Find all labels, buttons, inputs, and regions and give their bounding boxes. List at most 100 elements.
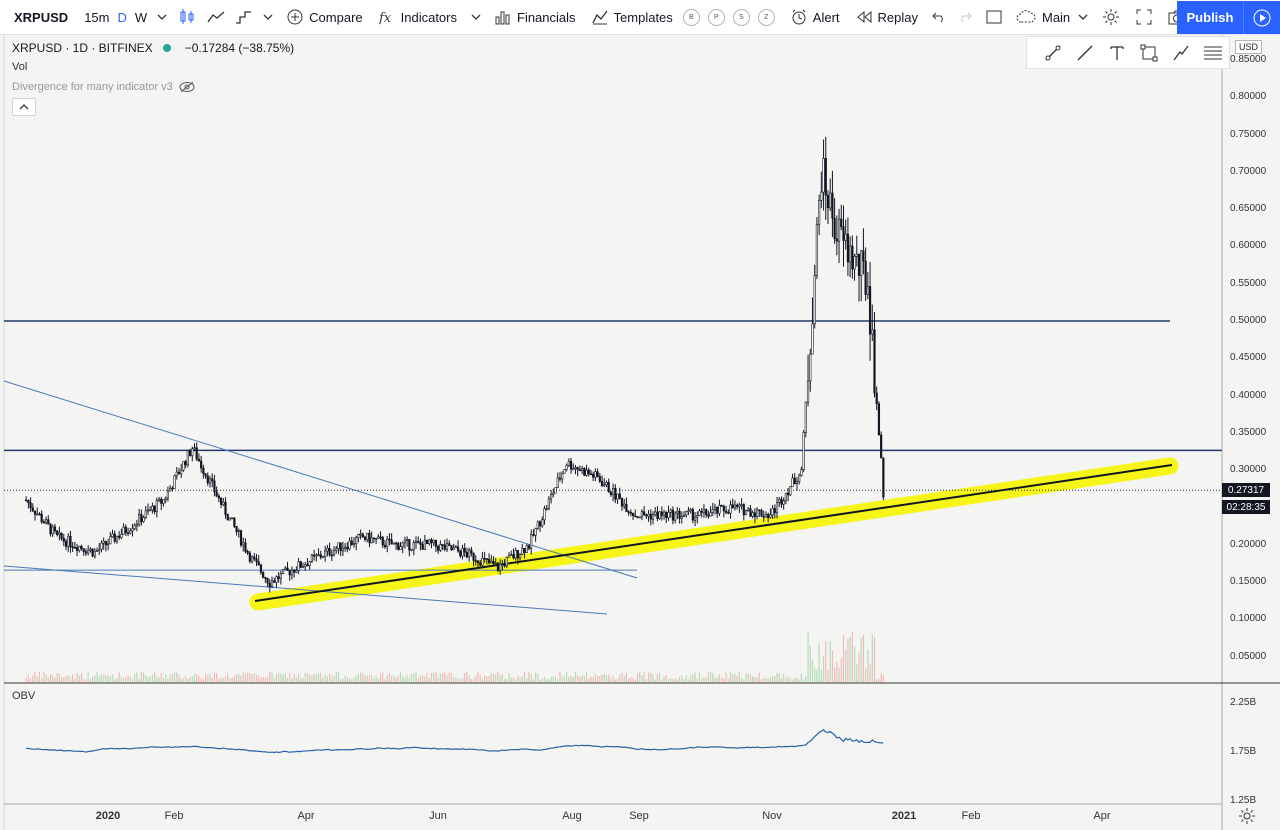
volume-bar xyxy=(481,678,484,682)
chevron-up-icon xyxy=(19,104,29,110)
candle-body xyxy=(215,491,218,497)
volume-bar xyxy=(597,676,599,682)
volume-bar xyxy=(98,675,100,682)
indicators-button[interactable]: fx Indicators xyxy=(371,0,465,35)
template-badge-p[interactable]: P xyxy=(707,8,725,26)
candle-body xyxy=(470,549,473,554)
layout-button[interactable]: Main xyxy=(1010,0,1094,35)
volume-bar xyxy=(517,675,519,682)
volume-bar xyxy=(670,678,672,682)
interval-d-button[interactable]: D xyxy=(117,9,127,25)
candle-body xyxy=(789,486,792,496)
alert-button[interactable]: Alert xyxy=(783,0,848,35)
compare-label: Compare xyxy=(309,9,363,25)
candle-body xyxy=(762,515,765,518)
candle-body xyxy=(386,538,389,548)
volume-bar xyxy=(450,672,453,682)
indicator-legend[interactable]: Divergence for many indicator v3 xyxy=(12,81,195,93)
chart-type-dropdown-icon[interactable] xyxy=(257,0,279,35)
compare-button[interactable]: Compare xyxy=(279,0,370,35)
volume-bar xyxy=(882,674,884,682)
template-badge-s[interactable]: S xyxy=(732,8,750,26)
currency-tag[interactable]: USD xyxy=(1235,40,1263,54)
candle-body xyxy=(640,511,644,518)
volume-bar xyxy=(340,679,342,682)
volume-bar xyxy=(756,677,758,682)
publish-button[interactable]: Publish xyxy=(1177,1,1243,34)
candle-body xyxy=(755,509,759,517)
candles-chart-type-icon[interactable] xyxy=(173,0,201,35)
brush-tool-icon[interactable] xyxy=(1037,38,1069,68)
step-chart-type-icon[interactable] xyxy=(231,0,257,35)
volume-bar xyxy=(743,679,745,682)
candle-body xyxy=(627,511,630,513)
candle-body xyxy=(831,192,834,219)
candle-body xyxy=(598,476,601,482)
candle-body xyxy=(310,554,313,562)
volume-bar xyxy=(603,674,605,682)
template-badge-z[interactable]: Z xyxy=(757,8,775,26)
volume-bar xyxy=(822,655,825,682)
volume-bar xyxy=(506,679,508,682)
undo-icon[interactable] xyxy=(926,0,952,35)
candle-body xyxy=(638,516,641,519)
eye-hidden-icon[interactable] xyxy=(179,81,195,93)
path-tool-icon[interactable] xyxy=(1165,38,1197,68)
fullscreen-icon[interactable] xyxy=(1128,0,1160,35)
obv-tick-label: 1.75B xyxy=(1230,746,1257,757)
candle-body xyxy=(733,504,737,509)
play-icon[interactable] xyxy=(1243,1,1280,34)
candles-layer xyxy=(25,136,885,593)
volume-bar xyxy=(278,673,280,682)
volume-bar xyxy=(570,675,572,682)
volume-bar xyxy=(787,676,789,682)
line-tool-icon[interactable] xyxy=(1069,38,1101,68)
interval-w-button[interactable]: W xyxy=(134,9,148,25)
volume-bar xyxy=(368,675,371,682)
candle-body xyxy=(835,238,838,242)
candle-body xyxy=(860,250,863,276)
candle-body xyxy=(370,537,373,544)
candle-body xyxy=(25,499,28,502)
candle-body xyxy=(191,448,194,457)
volume-bar xyxy=(794,677,796,682)
settings-gear-icon[interactable] xyxy=(1094,0,1128,35)
volume-bar xyxy=(548,679,550,682)
volume-bar xyxy=(546,679,548,682)
candle-body xyxy=(844,233,847,241)
interval-dropdown-icon[interactable] xyxy=(151,0,173,35)
volume-bar xyxy=(508,672,510,682)
volume-bar xyxy=(641,674,643,682)
chart-settings-gear-icon[interactable] xyxy=(1238,807,1256,825)
menu-lines-icon[interactable] xyxy=(1197,38,1229,68)
candle-body xyxy=(454,546,457,549)
volume-bar xyxy=(676,679,678,682)
volume-bar xyxy=(521,676,523,682)
volume-bar xyxy=(326,676,328,682)
fullscreen-rect-icon[interactable] xyxy=(978,0,1010,35)
indicators-dropdown-icon[interactable] xyxy=(465,0,487,35)
symbol-search-button[interactable]: XRPUSD xyxy=(14,9,69,25)
volume-bar xyxy=(665,675,667,682)
volume-bar xyxy=(176,672,178,682)
candle-body xyxy=(118,535,121,538)
text-tool-icon[interactable] xyxy=(1101,38,1133,68)
rectangle-tool-icon[interactable] xyxy=(1133,38,1165,68)
volume-legend[interactable]: Vol xyxy=(12,61,28,73)
line-chart-type-icon[interactable] xyxy=(201,0,231,35)
volume-bar xyxy=(639,671,641,682)
redo-icon[interactable] xyxy=(952,0,978,35)
financials-button[interactable]: Financials xyxy=(487,0,584,35)
volume-bar xyxy=(371,674,373,682)
interval-15m-button[interactable]: 15m xyxy=(84,9,110,25)
template-badge-b[interactable]: B xyxy=(682,8,700,26)
obv-legend[interactable]: OBV xyxy=(12,690,36,702)
volume-bar xyxy=(419,675,422,682)
volume-bar xyxy=(528,672,530,682)
collapse-legend-button[interactable] xyxy=(12,98,36,116)
templates-button[interactable]: Templates B P S Z xyxy=(584,0,783,35)
layout-dropdown-icon[interactable] xyxy=(1078,14,1088,20)
replay-button[interactable]: Replay xyxy=(848,0,926,35)
volume-bar xyxy=(625,673,628,682)
